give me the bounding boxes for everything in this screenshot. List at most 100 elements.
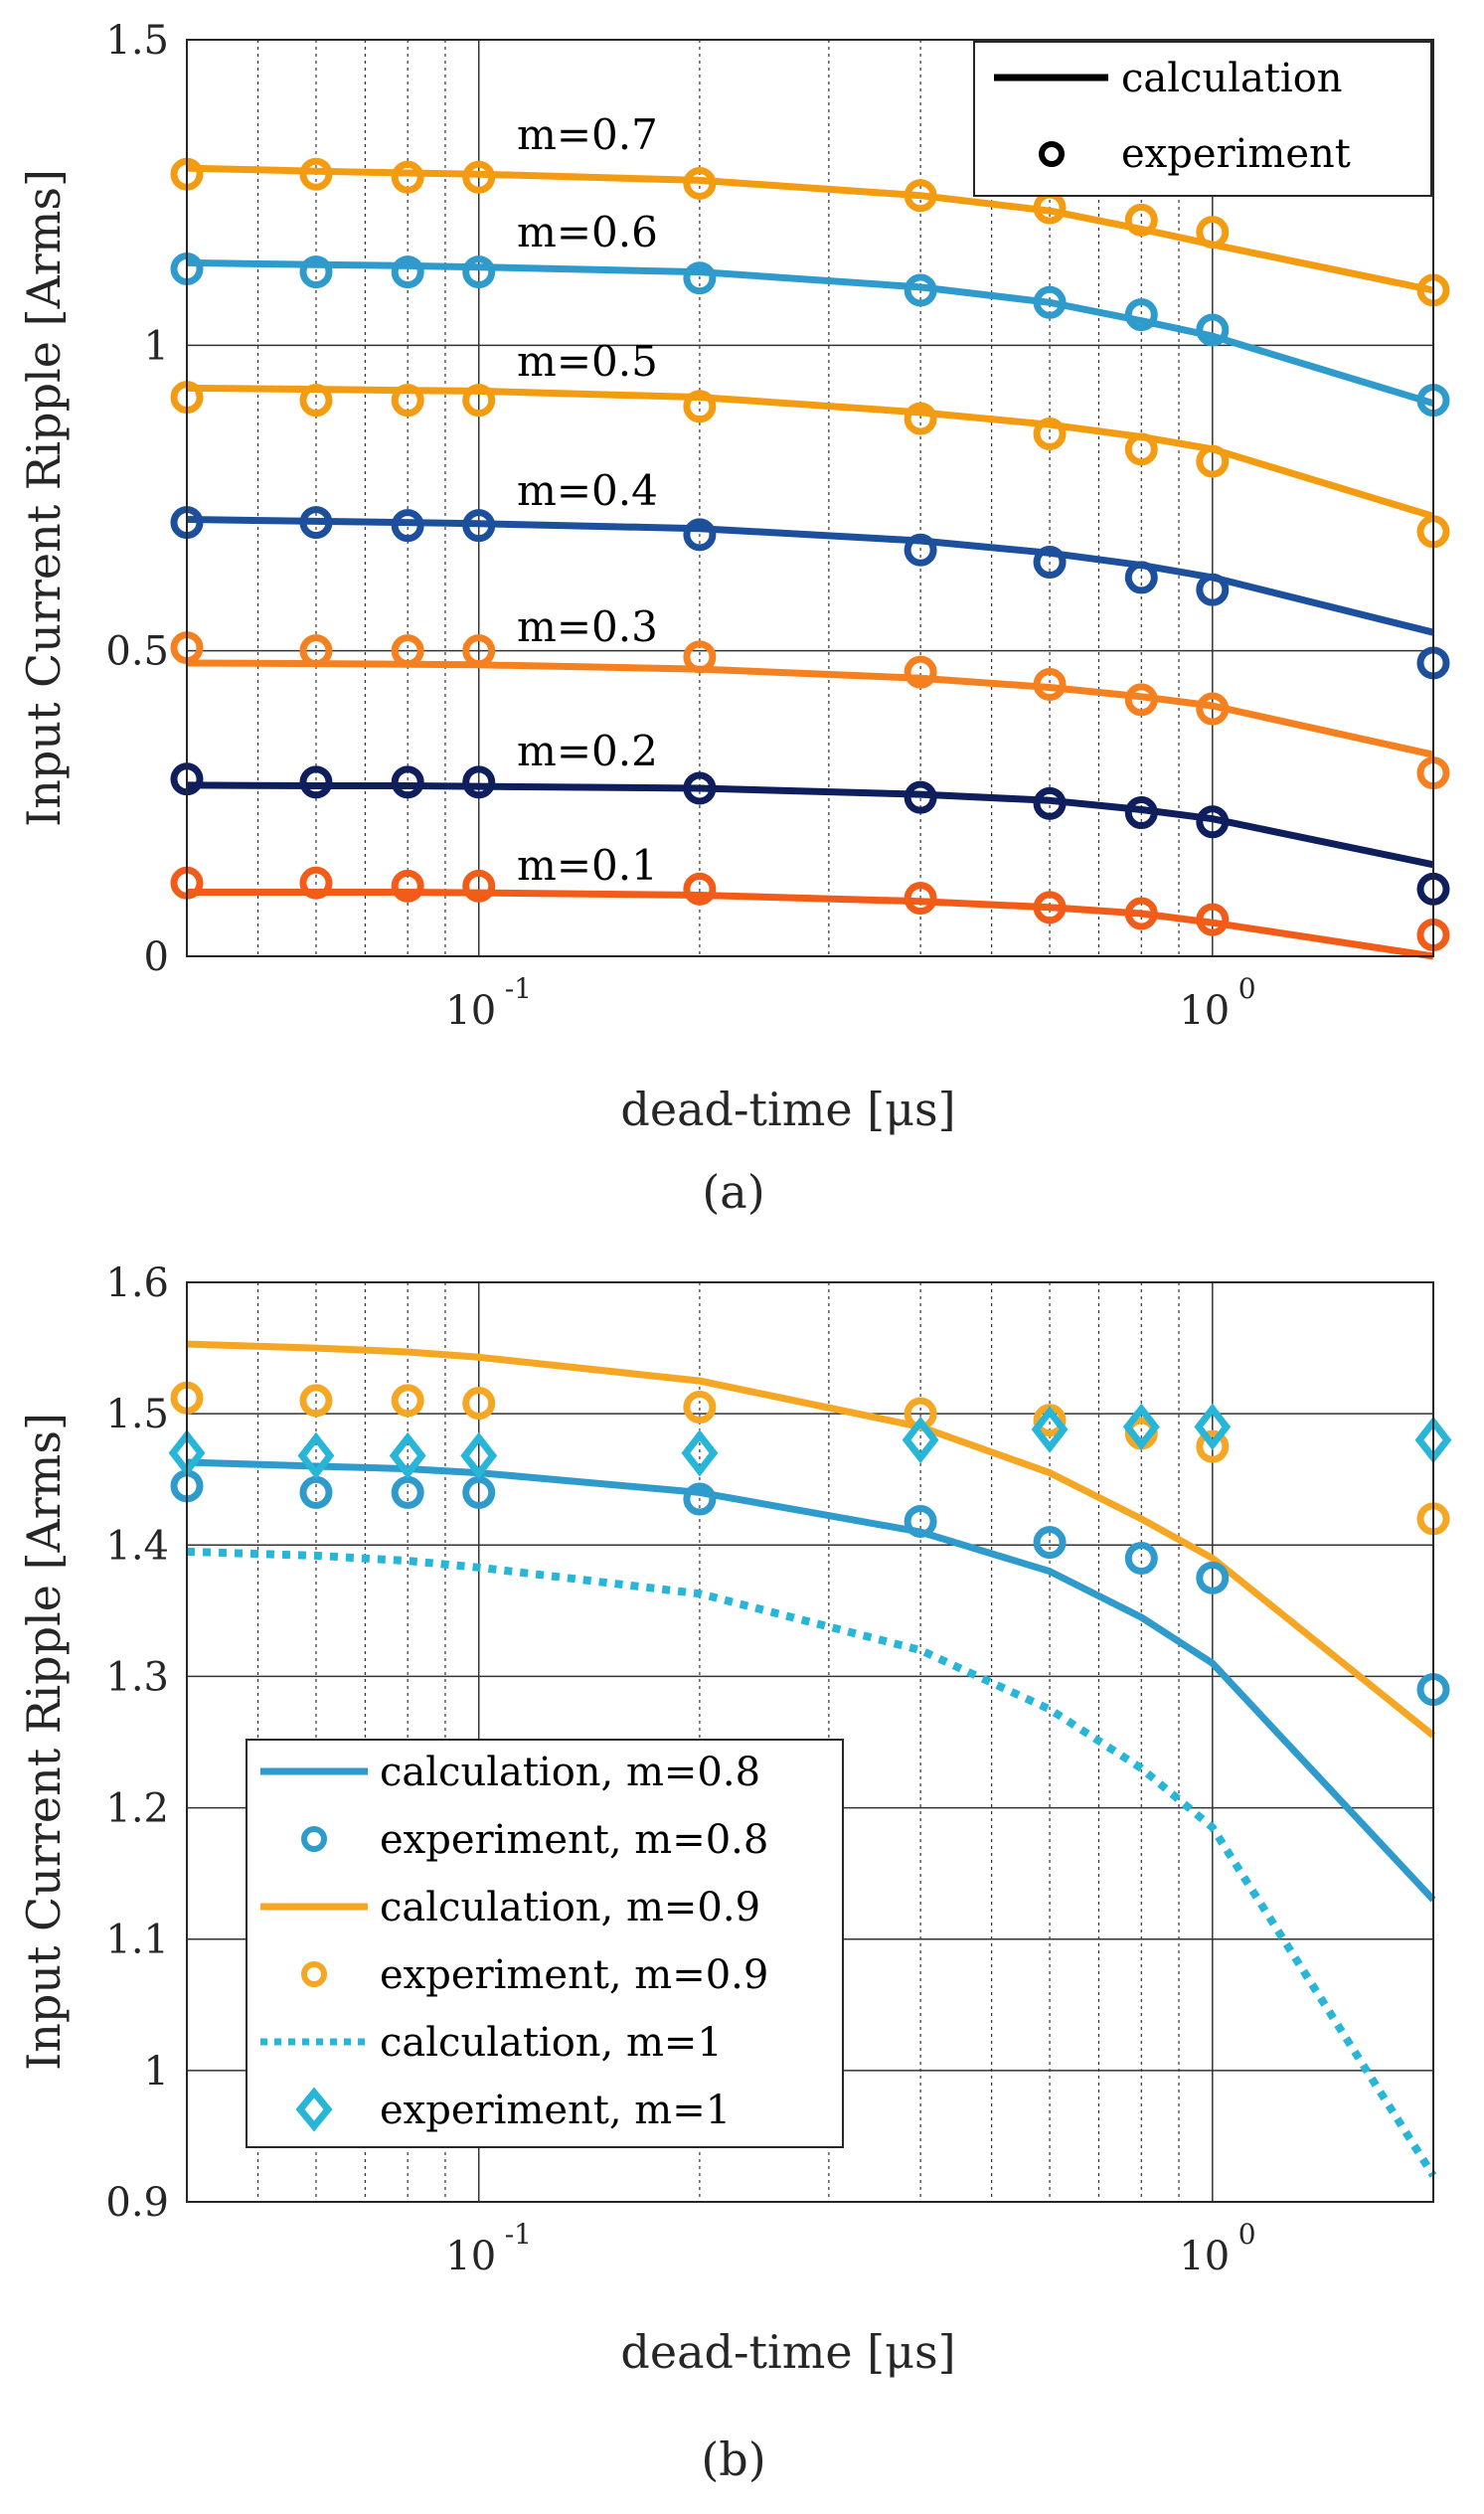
x-tick-exponent: 0: [1238, 972, 1256, 1005]
panel-a-x-ticks: 10 -1 10 0: [445, 972, 1255, 1034]
y-tick-label: 1.5: [105, 1392, 169, 1437]
experiment-marker-m=0.6: [391, 255, 424, 289]
experiment-marker-m=0.1: [683, 872, 717, 906]
experiment-marker-m=0.4: [299, 506, 333, 540]
panel-b-calculation-lines: [186, 1340, 1437, 2178]
experiment-marker-m=0.3: [299, 634, 333, 668]
panel-a-legend: calculation experiment: [973, 41, 1432, 197]
legend-experiment-marker-sample: [1039, 141, 1065, 167]
experiment-marker-m=0.1: [1124, 897, 1158, 930]
experiment-marker-m=0.2: [391, 765, 424, 799]
experiment-marker-m=0.8: [1196, 1561, 1230, 1594]
experiment-marker-m=0.1: [391, 869, 424, 903]
series-annotation-m=0.5: m=0.5: [517, 337, 658, 386]
experiment-marker-m=0.7: [904, 179, 937, 213]
panel-a-calculation-lines: [186, 164, 1435, 960]
experiment-marker-m=0.7: [391, 160, 424, 194]
experiment-marker-m=0.5: [683, 390, 717, 423]
x-tick-label: 10: [1179, 988, 1230, 1034]
legend-calc-m08-label: calculation, m=0.8: [380, 1750, 760, 1795]
experiment-marker-m=0.5: [462, 384, 496, 418]
experiment-marker-m=0.1: [462, 869, 496, 903]
x-tick-exponent: -1: [505, 972, 532, 1005]
panel-a-y-axis-label: Input Current Ripple [Arms]: [17, 169, 71, 827]
experiment-marker-m=0.4: [391, 509, 424, 543]
legend-exp-m09-label: experiment, m=0.9: [380, 1952, 768, 1998]
panel-b-y-axis-label: Input Current Ripple [Arms]: [17, 1413, 71, 2071]
y-tick-label: 1: [144, 2049, 169, 2095]
y-tick-label: 1.3: [105, 1654, 169, 1700]
experiment-marker-m=0.3: [1033, 667, 1067, 701]
experiment-marker-m=0.9: [683, 1391, 717, 1425]
panel-b-y-ticks: 0.9 1 1.1 1.2 1.3 1.4 1.5 1.6: [105, 1260, 169, 2226]
calculation-line-m=0.5: [186, 384, 1435, 520]
panel-a-y-ticks: 0 0.5 1 1.5: [105, 18, 169, 980]
panel-b-legend-box: [246, 1739, 844, 2148]
series-annotation-m=0.3: m=0.3: [517, 602, 658, 651]
x-tick-exponent: 0: [1238, 2218, 1256, 2251]
experiment-marker-m=0.9: [462, 1387, 496, 1421]
experiment-marker-m=0.3: [904, 655, 937, 689]
experiment-marker-m=1: [1122, 1403, 1160, 1451]
experiment-marker-m=1: [297, 1431, 335, 1480]
x-tick-label: 10: [1179, 2234, 1230, 2279]
legend-exp-m08-marker-sample: [301, 1826, 327, 1852]
legend-calculation-label: calculation: [1121, 56, 1343, 101]
experiment-marker-m=0.9: [299, 1384, 333, 1418]
experiment-marker-m=0.1: [1033, 891, 1067, 924]
legend-exp-m1-marker-sample: [295, 2087, 333, 2132]
experiment-marker-m=0.4: [462, 509, 496, 543]
experiment-marker-m=0.1: [1196, 903, 1230, 936]
y-tick-label: 1.2: [105, 1786, 169, 1832]
experiment-marker-m=0.4: [1124, 561, 1158, 594]
y-tick-label: 1.5: [105, 18, 169, 64]
experiment-marker-m=0.3: [1124, 683, 1158, 717]
experiment-marker-m=0.8: [299, 1475, 333, 1509]
experiment-marker-m=0.5: [391, 384, 424, 418]
experiment-marker-m=0.2: [904, 780, 937, 814]
experiment-marker-m=0.7: [462, 160, 496, 194]
x-tick-exponent: -1: [505, 2218, 532, 2251]
experiment-marker-m=0.7: [299, 157, 333, 191]
experiment-marker-m=0.8: [683, 1482, 717, 1516]
experiment-marker-m=0.2: [299, 765, 333, 799]
experiment-marker-m=0.7: [1124, 203, 1158, 237]
panel-a-axes-box: [186, 39, 1434, 957]
series-annotation-m=0.2: m=0.2: [517, 727, 658, 775]
experiment-marker-m=0.6: [1196, 313, 1230, 347]
experiment-marker-m=1: [460, 1431, 498, 1480]
experiment-marker-m=1: [1031, 1406, 1069, 1453]
experiment-marker-m=0.4: [1196, 573, 1230, 606]
y-tick-label: 1.6: [105, 1260, 169, 1306]
experiment-marker-m=0.5: [904, 402, 937, 435]
legend-exp-m08-label: experiment, m=0.8: [380, 1817, 768, 1863]
x-tick-label: 10: [445, 988, 496, 1034]
panel-b-caption: (b): [701, 2432, 765, 2486]
calculation-line-m=0.9: [186, 1340, 1436, 1739]
experiment-marker-m=0.7: [683, 166, 717, 200]
experiment-marker-m=0.1: [904, 882, 937, 916]
panel-a-series-annotations: m=0.7 m=0.6 m=0.5 m=0.4 m=0.3 m=0.2 m=0.1: [517, 110, 658, 890]
experiment-marker-m=0.8: [462, 1475, 496, 1509]
experiment-marker-m=0.2: [1124, 796, 1158, 830]
y-tick-label: 0: [144, 934, 169, 980]
experiment-marker-m=0.3: [683, 640, 717, 674]
experiment-marker-m=0.5: [1196, 444, 1230, 478]
panel-b-x-ticks: 10 -1 10 0: [445, 2218, 1255, 2279]
experiment-marker-m=0.4: [904, 533, 937, 567]
experiment-marker-m=0.2: [1196, 805, 1230, 839]
calculation-line-m=1: [186, 1547, 1437, 2178]
experiment-marker-m=0.6: [1033, 285, 1067, 319]
series-annotation-m=0.7: m=0.7: [517, 110, 658, 159]
calculation-line-m=0.7: [186, 164, 1434, 294]
experiment-marker-m=0.5: [1033, 417, 1067, 450]
experiment-marker-m=0.5: [299, 384, 333, 418]
panel-a-legend-box: [973, 41, 1432, 197]
experiment-marker-m=0.4: [1033, 546, 1067, 580]
panel-b-x-axis-label: dead-time [μs]: [620, 2325, 955, 2379]
experiment-marker-m=0.6: [1124, 298, 1158, 332]
experiment-marker-m=1: [681, 1429, 719, 1477]
panel-b-axes-box: [186, 1281, 1434, 2203]
calculation-line-m=0.1: [187, 889, 1434, 960]
